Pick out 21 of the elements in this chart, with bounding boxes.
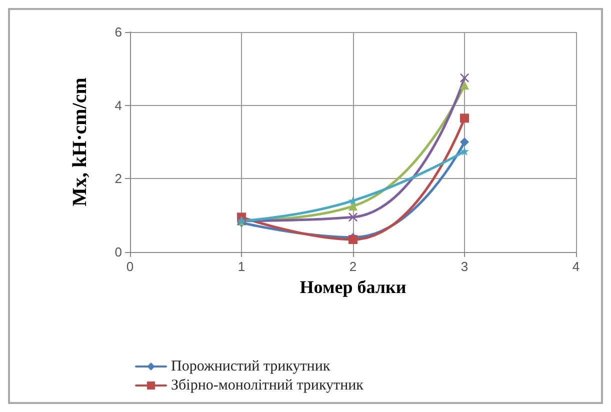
x-tick-label: 4 [572, 259, 580, 274]
x-tick-label: 3 [460, 259, 468, 274]
legend-label: Порожнистий трикутник [171, 358, 331, 374]
point [460, 80, 469, 90]
x-axis-title: Номер балки [300, 276, 406, 297]
y-tick-label: 0 [114, 244, 122, 260]
legend-label: Збірно-монолітний трикутник [171, 378, 364, 394]
point [348, 196, 358, 206]
point [460, 73, 469, 82]
point [460, 138, 469, 146]
y-axis-title: Mx, kH·cm/cm [69, 77, 91, 206]
point [348, 235, 358, 244]
x-tick-label: 2 [349, 259, 357, 274]
point [348, 212, 358, 222]
y-tick-label: 2 [114, 171, 122, 186]
x-tick-label: 0 [126, 259, 134, 274]
y-tick-label: 4 [114, 98, 122, 113]
point [460, 146, 469, 156]
x-tick-label: 1 [238, 259, 246, 274]
y-tick-label: 6 [114, 24, 122, 40]
point [460, 114, 469, 123]
